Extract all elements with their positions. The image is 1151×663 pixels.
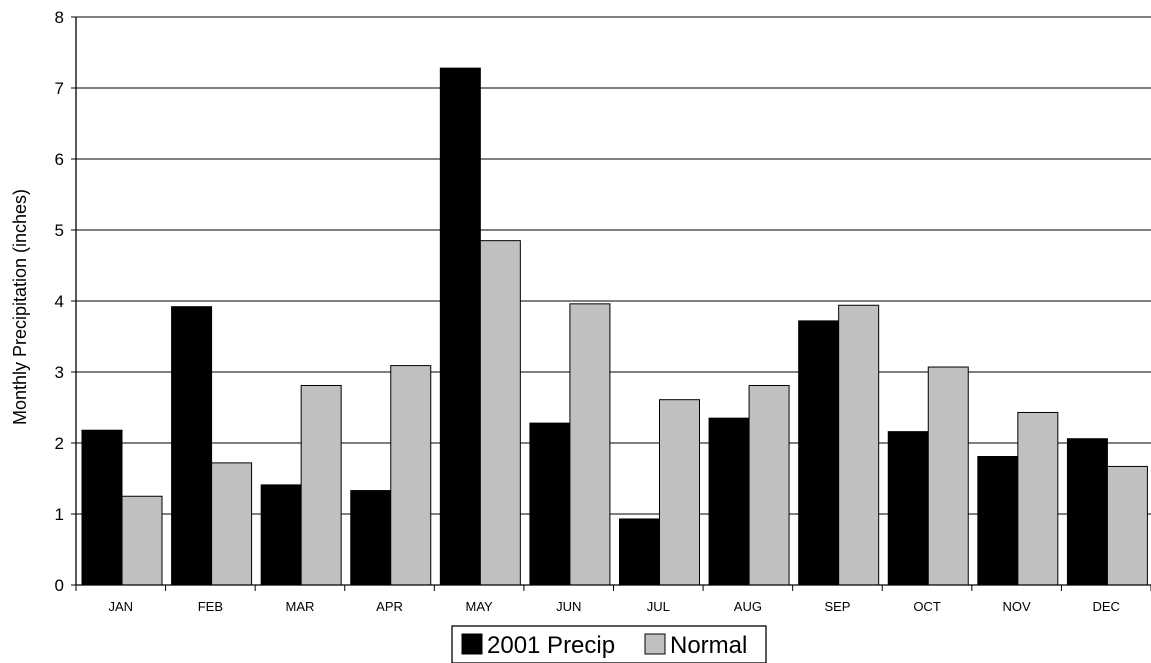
bar-normal-may [479,240,521,586]
bar-normal-apr [390,365,432,586]
bar-precip-jan [81,429,123,586]
x-tick-label-sep: SEP [824,599,850,614]
y-tick-label: 8 [55,8,64,27]
x-axis-tick-labels: JAN FEB MAR APR MAY JUN JUL AUG SEP OCT NOV DEC [109,599,1120,614]
x-tick-label-may: MAY [466,599,494,614]
y-axis-title: Monthly Precipitation (inches) [10,189,30,425]
x-tick-label-dec: DEC [1092,599,1119,614]
legend-swatch-series-2 [644,633,666,655]
bar-precip-nov [977,455,1019,586]
y-tick-label: 6 [55,150,64,169]
x-tick-label-oct: OCT [913,599,941,614]
bar-precip-mar [260,484,302,586]
legend-swatch-series-1 [461,633,483,655]
y-tick-label: 7 [55,79,64,98]
bar-normal-jul [659,399,700,586]
bar-precip-oct [887,431,929,586]
bars [81,67,1148,586]
y-tick-label: 1 [55,505,64,524]
y-tick-label: 2 [55,434,64,453]
x-tick-label-nov: NOV [1003,599,1032,614]
bar-normal-jan [121,495,163,586]
bar-normal-jun [569,303,611,586]
y-tick-label: 0 [55,576,64,595]
x-tick-label-apr: APR [376,599,403,614]
y-axis-tick-labels: 0 1 2 3 4 5 6 7 8 [55,8,64,595]
bar-precip-jun [529,422,571,586]
bar-precip-sep [798,320,840,586]
x-tick-label-jan: JAN [109,599,134,614]
bar-normal-sep [838,304,880,586]
legend-box [451,625,767,663]
bar-precip-may [439,67,481,586]
legend-label-series-2: Normal [670,632,747,659]
bar-normal-dec [1106,465,1148,586]
bar-precip-dec [1066,438,1108,586]
bar-normal-aug [748,384,790,586]
gridlines [76,16,1151,515]
bar-precip-feb [171,306,213,586]
x-tick-label-jul: JUL [647,599,670,614]
legend: 2001 Precip Normal [451,625,767,663]
x-tick-label-jun: JUN [556,599,581,614]
bar-normal-nov [1017,411,1059,586]
y-tick-label: 4 [55,292,64,311]
bar-precip-jul [619,518,660,586]
bar-precip-apr [350,490,392,586]
y-tick-label: 3 [55,363,64,382]
legend-label-series-1: 2001 Precip [487,632,615,659]
axes [71,16,1151,591]
bar-normal-feb [211,462,253,586]
bar-precip-aug [708,417,750,586]
x-tick-label-aug: AUG [734,599,762,614]
bar-normal-oct [927,366,969,586]
x-tick-label-mar: MAR [286,599,315,614]
bar-normal-mar [300,384,342,586]
y-tick-label: 5 [55,221,64,240]
x-tick-label-feb: FEB [198,599,223,614]
